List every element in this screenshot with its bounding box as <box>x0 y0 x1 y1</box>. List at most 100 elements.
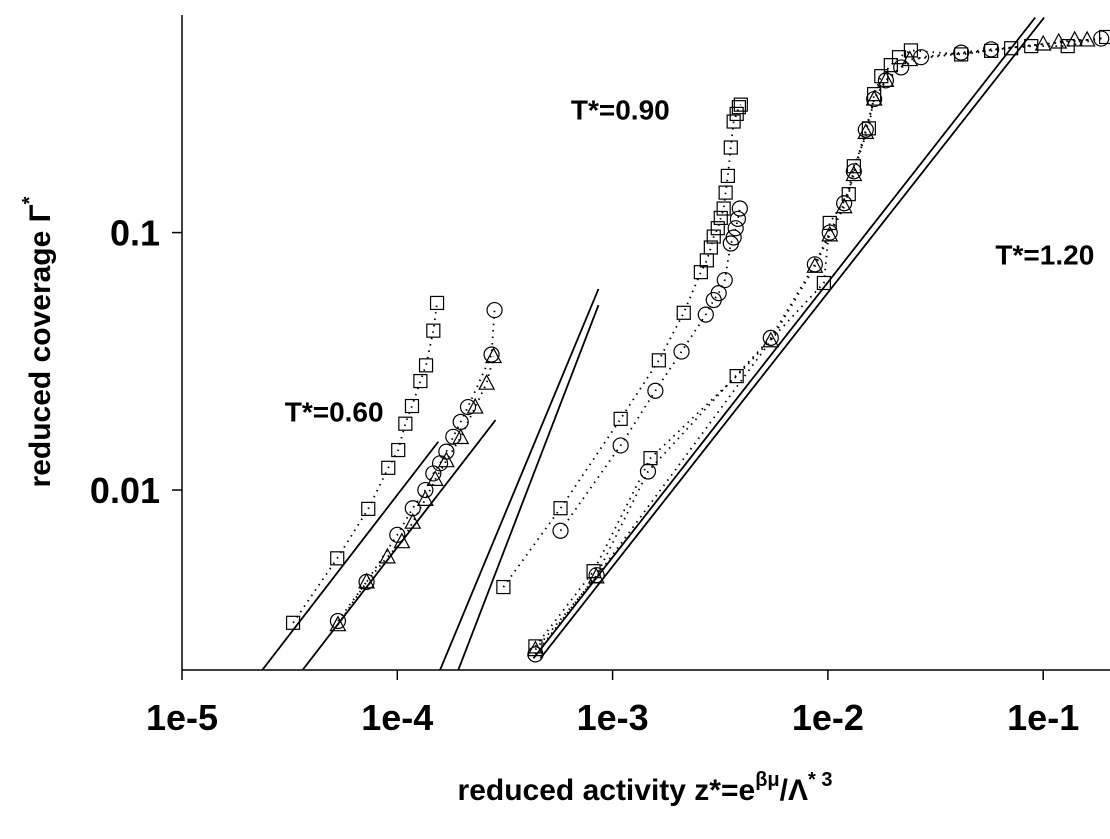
square-marker <box>381 460 396 475</box>
square-marker <box>729 369 744 384</box>
triangle-marker <box>466 397 484 414</box>
circle-marker <box>639 463 657 480</box>
triangle-marker <box>857 123 875 139</box>
series-line <box>534 36 1107 647</box>
circle-marker <box>727 220 744 237</box>
square-marker <box>361 501 376 516</box>
series-line <box>292 302 438 624</box>
square-marker <box>586 564 601 579</box>
circle-marker <box>725 229 742 246</box>
circle-marker <box>821 224 838 241</box>
square-marker <box>496 579 511 595</box>
triangle-marker <box>877 71 895 88</box>
triangle-marker <box>358 572 376 589</box>
triangle-marker <box>1078 30 1096 47</box>
square-marker <box>883 58 898 73</box>
square-marker <box>676 305 691 320</box>
square-marker <box>1004 41 1019 56</box>
x-title-sup: βμ <box>755 769 779 791</box>
circle-marker <box>612 437 629 454</box>
triangle-marker <box>1034 34 1052 51</box>
square-marker <box>846 159 861 174</box>
fit-line <box>457 304 600 670</box>
y-title-main: reduced coverage Γ <box>24 204 57 487</box>
y-title-sup: * <box>19 196 41 204</box>
triangle-marker <box>478 373 496 390</box>
square-marker <box>330 551 345 566</box>
circle-marker <box>836 195 853 212</box>
triangle-marker <box>821 225 839 242</box>
square-marker <box>703 240 718 255</box>
circle-marker <box>762 329 779 346</box>
circle-marker <box>329 612 347 630</box>
circle-marker <box>716 271 733 289</box>
triangle-marker <box>587 567 605 584</box>
square-marker <box>716 201 731 216</box>
fit-line <box>539 17 1045 659</box>
series-line <box>337 356 495 626</box>
plot-area <box>261 17 1110 670</box>
x-title-main: reduced activity z*=e <box>458 774 756 807</box>
triangle-marker <box>485 347 503 364</box>
square-marker <box>413 373 428 389</box>
series-line <box>502 104 742 588</box>
triangle-marker <box>437 451 455 468</box>
square-marker <box>723 140 738 155</box>
circle-marker <box>845 163 862 180</box>
triangle-marker <box>426 470 444 486</box>
square-marker <box>699 253 714 268</box>
circle-marker <box>459 398 477 416</box>
x-tick-label: 1e-4 <box>361 697 433 738</box>
square-marker <box>693 265 708 280</box>
square-marker <box>816 275 831 291</box>
series-line <box>337 310 496 622</box>
triangle-marker <box>452 428 470 445</box>
triangle-marker <box>1050 32 1068 49</box>
circle-marker <box>710 285 727 302</box>
circle-marker <box>983 41 1000 58</box>
square-marker <box>954 47 969 62</box>
annotation: T*=0.60 <box>285 396 384 427</box>
x-tick-label: 1e-3 <box>577 697 649 738</box>
square-marker <box>426 323 441 338</box>
square-marker <box>861 121 876 136</box>
circle-marker <box>953 44 970 61</box>
triangle-marker <box>378 547 396 564</box>
square-marker <box>713 210 728 226</box>
circle-marker <box>1093 30 1110 47</box>
square-marker <box>553 501 568 516</box>
circle-marker <box>857 121 874 138</box>
x-tick-label: 1e-2 <box>792 697 864 738</box>
triangle-marker <box>845 165 863 182</box>
triangle-marker <box>806 256 824 273</box>
square-marker <box>404 398 420 414</box>
circle-marker <box>445 428 462 445</box>
circle-marker <box>697 306 714 323</box>
square-marker <box>528 639 543 654</box>
x-axis-title: reduced activity z*=eβμ/Λ* 3 <box>458 769 833 807</box>
circle-marker <box>552 522 569 539</box>
y-tick-label: 0.1 <box>110 213 160 254</box>
circle-marker <box>438 443 455 460</box>
square-marker <box>651 353 666 368</box>
square-marker <box>418 358 434 373</box>
triangle-marker <box>416 490 434 506</box>
triangle-marker <box>526 640 544 657</box>
square-marker <box>718 185 733 200</box>
square-marker <box>429 295 445 311</box>
fit-line <box>439 288 600 670</box>
triangle-marker <box>404 512 422 529</box>
circle-marker <box>731 200 748 217</box>
square-marker <box>613 411 628 426</box>
triangle-marker <box>762 331 780 348</box>
square-marker <box>391 442 406 458</box>
circle-marker <box>486 301 503 319</box>
circle-marker <box>673 343 690 360</box>
x-tick-label: 1e-5 <box>146 697 218 738</box>
circle-marker <box>729 210 747 228</box>
square-marker <box>1024 39 1039 54</box>
annotation: T*=0.90 <box>571 94 670 125</box>
series-line <box>559 208 741 532</box>
